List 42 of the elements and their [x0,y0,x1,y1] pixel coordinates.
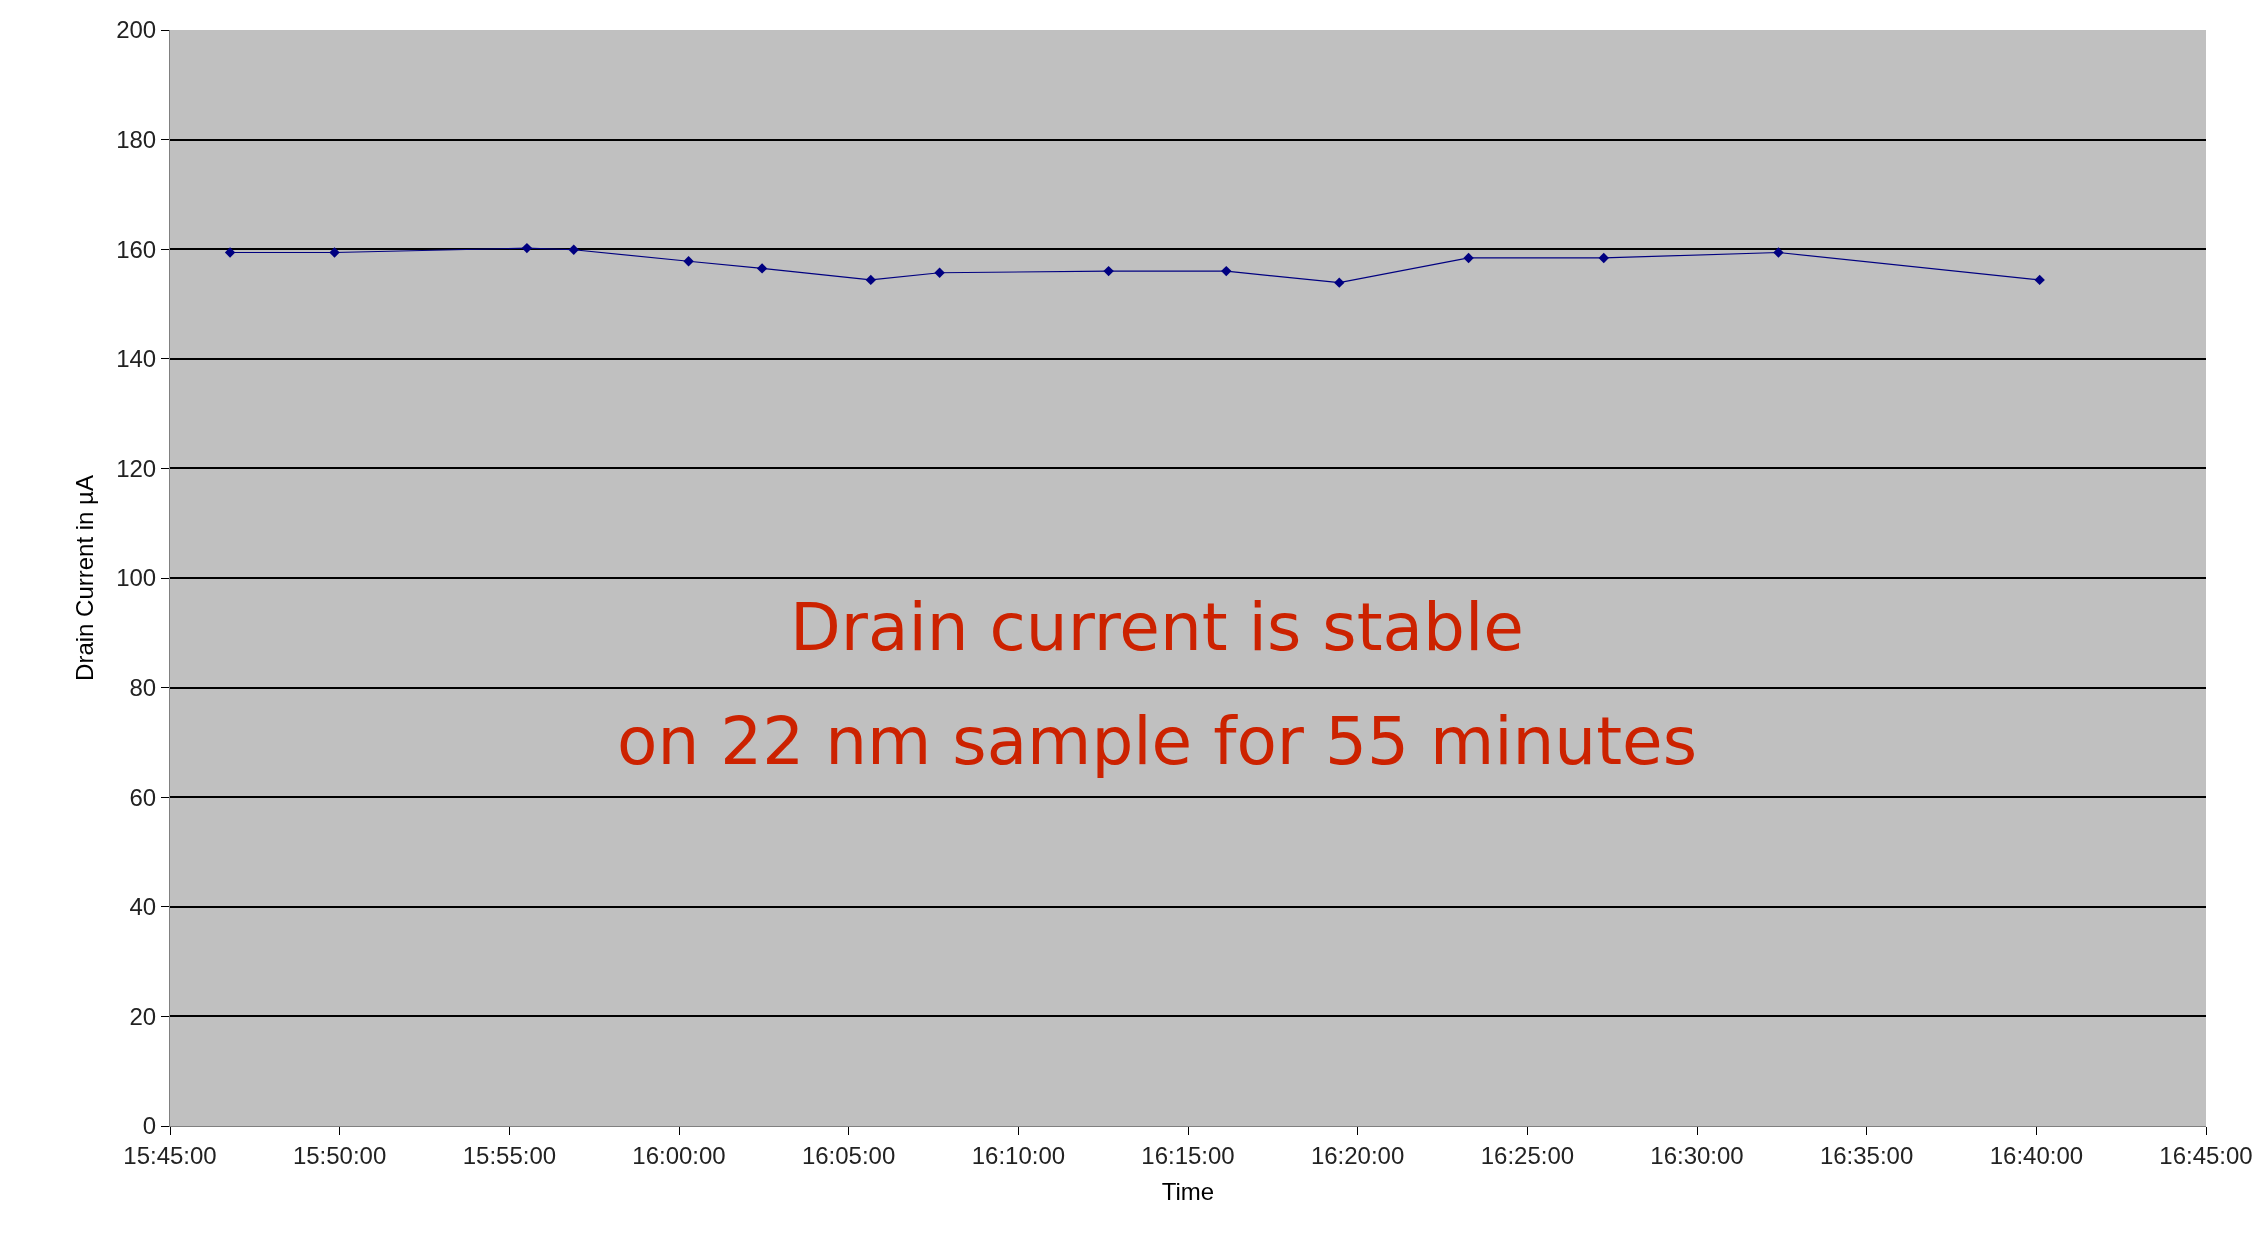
y-tick-label: 80 [129,674,157,701]
point [224,247,236,258]
x-tick-label: 16:00:00 [632,1141,726,1169]
point [1598,252,1609,264]
point [568,244,579,255]
point [1103,265,1114,277]
y-tick-label: 120 [116,454,157,482]
point [1334,277,1345,288]
x-tick-label: 16:25:00 [1480,1141,1575,1169]
x-tick-label: 16:30:00 [1650,1141,1744,1169]
x-tick-label: 15:50:00 [292,1141,387,1169]
x-tick-label: 16:35:00 [1819,1141,1914,1169]
point [1773,247,1784,258]
y-tick-label: 180 [116,126,157,153]
point [865,274,876,286]
x-tick-label: 16:15:00 [1141,1141,1235,1169]
y-tick-label: 100 [116,564,157,592]
x-tick-label: 16:45:00 [2159,1141,2253,1169]
x-tick-label: 16:20:00 [1310,1141,1405,1169]
x-tick-label: 15:45:00 [123,1141,217,1169]
point [329,247,340,258]
x-axis-title: Time [1161,1178,1215,1206]
point [1221,265,1232,277]
x-tick-label: 16:10:00 [971,1141,1066,1169]
point [756,263,768,274]
y-tick-label: 140 [116,345,157,373]
point [934,267,945,278]
y-tick-label: 20 [129,1002,157,1030]
y-tick-label: 60 [129,783,157,811]
y-tick-label: 0 [142,1112,157,1140]
point [1463,252,1474,264]
point [683,256,694,267]
x-tick-label: 16:40:00 [1989,1141,2084,1169]
y-tick-label: 40 [129,893,157,921]
y-axis-title: Drain Current in µA [71,475,99,681]
x-tick-label: 16:05:00 [801,1141,896,1169]
point [521,242,533,254]
annotation: Drain current is stable on 22 nm sample for 55 minutes [617,589,1698,780]
y-tick-label: 160 [116,235,157,263]
y-tick-label: 200 [116,16,157,44]
point [2034,274,2045,286]
x-tick-label: 15:55:00 [462,1141,557,1169]
